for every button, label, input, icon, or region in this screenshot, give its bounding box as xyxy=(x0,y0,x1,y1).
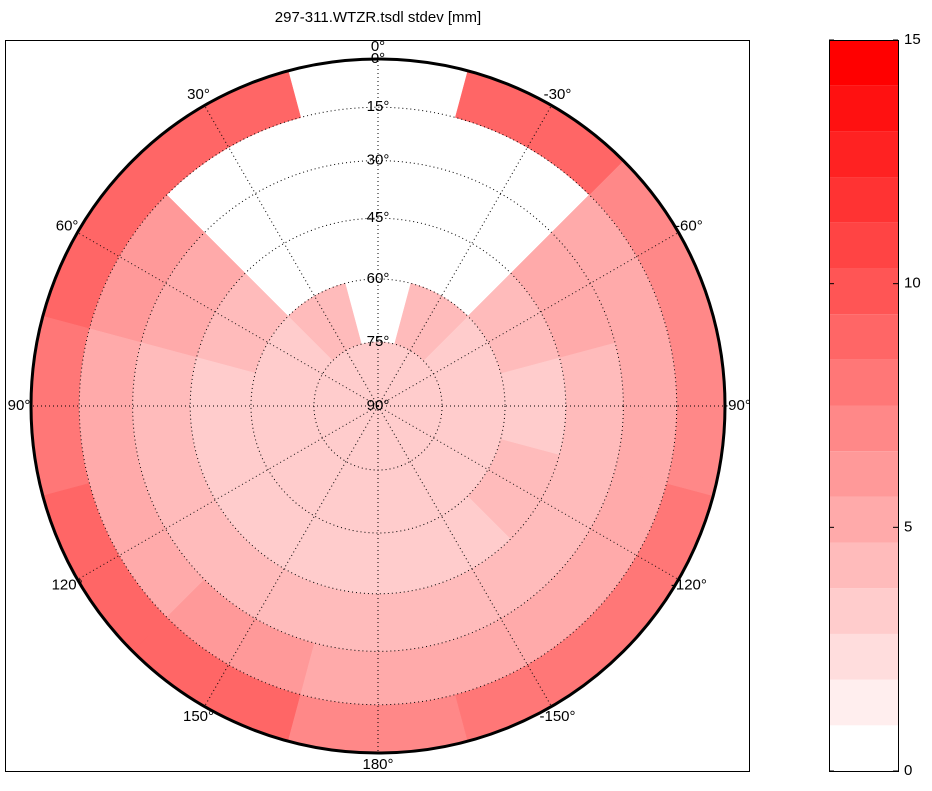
azimuth-tick-label: 30° xyxy=(187,86,210,103)
azimuth-tick-label: -150° xyxy=(539,708,575,725)
azimuth-tick-label: -60° xyxy=(675,217,703,234)
heat-cell xyxy=(79,328,142,484)
colorbar-band xyxy=(829,359,898,406)
elevation-tick-label: 60° xyxy=(367,270,390,287)
azimuth-tick-label: 120° xyxy=(52,576,83,593)
colorbar-band xyxy=(829,542,898,589)
azimuth-tick-label: -120° xyxy=(671,576,707,593)
heat-cell xyxy=(614,328,677,484)
chart-title: 297-311.WTZR.tsdl stdev [mm] xyxy=(275,9,481,26)
colorbar-band xyxy=(829,679,898,726)
azimuth-tick-label: -90° xyxy=(723,397,751,414)
azimuth-tick-label: -30° xyxy=(544,86,572,103)
elevation-tick-label: 30° xyxy=(367,152,390,169)
azimuth-tick-label: 0° xyxy=(371,38,385,55)
grid-ring xyxy=(250,278,506,534)
grid-ring xyxy=(189,217,567,595)
colorbar-tick-label: 0 xyxy=(904,762,912,779)
colorbar-band xyxy=(829,40,898,86)
heat-cell xyxy=(314,587,442,652)
colorbar-frame xyxy=(829,40,899,772)
colorbar-band xyxy=(829,405,898,452)
colorbar-band xyxy=(829,222,898,269)
colorbar-band xyxy=(829,451,898,497)
heat-cell xyxy=(132,342,197,470)
colorbar-band xyxy=(829,314,898,360)
colorbar-band xyxy=(829,588,898,634)
azimuth-tick-label: 180° xyxy=(362,756,393,773)
heat-cell xyxy=(559,342,624,470)
colorbar-tick-label: 5 xyxy=(904,518,912,535)
grid-ring xyxy=(78,106,678,706)
colorbar-band xyxy=(829,268,898,315)
heat-cell xyxy=(300,642,456,705)
azimuth-tick-label: 150° xyxy=(183,708,214,725)
elevation-tick-label: 15° xyxy=(367,98,390,115)
colorbar-tick-label: 10 xyxy=(904,275,921,292)
azimuth-tick-label: 90° xyxy=(8,397,31,414)
heat-cell xyxy=(377,343,424,407)
colorbar-band xyxy=(829,633,898,680)
colorbar-band xyxy=(829,85,898,132)
colorbar-band xyxy=(829,131,898,178)
grid-ring xyxy=(132,160,624,652)
azimuth-tick-label: 60° xyxy=(56,217,79,234)
horizon-circle xyxy=(29,57,727,755)
colorbar-band xyxy=(829,725,898,771)
colorbar-band xyxy=(829,177,898,223)
colorbar-band xyxy=(829,496,898,543)
plot-frame xyxy=(5,40,750,772)
colorbar-tick-label: 15 xyxy=(904,31,921,48)
